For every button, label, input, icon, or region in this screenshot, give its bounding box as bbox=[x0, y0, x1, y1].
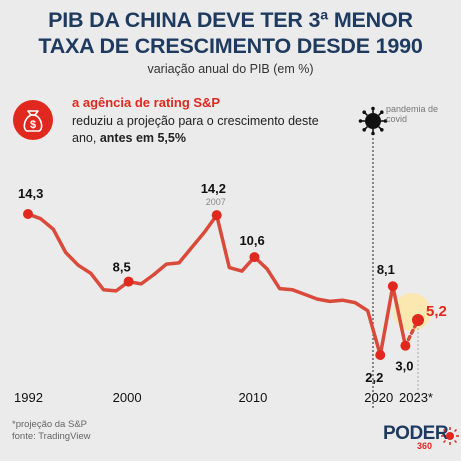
note-body: reduziu a projeção para o crescimento de… bbox=[72, 114, 319, 145]
note-title: a agência de rating S&P bbox=[72, 95, 221, 110]
data-point-1992 bbox=[23, 209, 33, 219]
data-label-2010: 10,6 bbox=[239, 233, 264, 248]
covid-label: pandemia de covid bbox=[386, 104, 439, 124]
data-label-1992: 14,3 bbox=[18, 186, 43, 201]
x-tick-2023: 2023* bbox=[399, 390, 433, 405]
money-bag-icon: $ bbox=[13, 100, 53, 140]
data-point-2010 bbox=[249, 252, 260, 263]
svg-text:$: $ bbox=[30, 119, 36, 131]
x-tick-2020: 2020 bbox=[364, 390, 393, 405]
logo-suffix: 360 bbox=[417, 441, 433, 451]
x-tick-2010: 2010 bbox=[238, 390, 267, 405]
data-point-2023 bbox=[412, 314, 424, 327]
data-label-2022: 3,0 bbox=[395, 359, 413, 374]
data-label-2021: 8,1 bbox=[377, 262, 395, 277]
data-point-2021 bbox=[387, 281, 398, 292]
footnote-projection: *projeção da S&P bbox=[12, 419, 87, 430]
footnote-source: fonte: TradingView bbox=[12, 431, 91, 442]
x-tick-2000: 2000 bbox=[113, 390, 142, 405]
logo: PODER bbox=[383, 423, 449, 444]
data-label-2023: 5,2 bbox=[426, 303, 447, 320]
data-label-2020: 2,2 bbox=[365, 370, 383, 385]
data-sublabel-2007: 2007 bbox=[206, 197, 226, 207]
data-point-2020 bbox=[375, 350, 386, 360]
footnote: *projeção da S&P fonte: TradingView bbox=[12, 419, 91, 443]
gdp-series-line bbox=[26, 212, 408, 357]
data-point-2022 bbox=[400, 340, 411, 351]
data-label-2007: 14,2 bbox=[201, 181, 226, 196]
title-line-1: PIB DA CHINA DEVE TER 3ª MENOR bbox=[48, 8, 413, 32]
data-point-2007 bbox=[211, 210, 222, 221]
title-line-2: TAXA DE CRESCIMENTO DESDE 1990 bbox=[38, 34, 423, 58]
x-tick-1992: 1992 bbox=[14, 390, 43, 405]
logo-sun-icon bbox=[441, 427, 459, 445]
virus-icon bbox=[358, 106, 388, 136]
subtitle: variação anual do PIB (em %) bbox=[147, 62, 314, 76]
data-point-2000 bbox=[123, 276, 134, 287]
data-label-2000: 8,5 bbox=[113, 260, 131, 275]
